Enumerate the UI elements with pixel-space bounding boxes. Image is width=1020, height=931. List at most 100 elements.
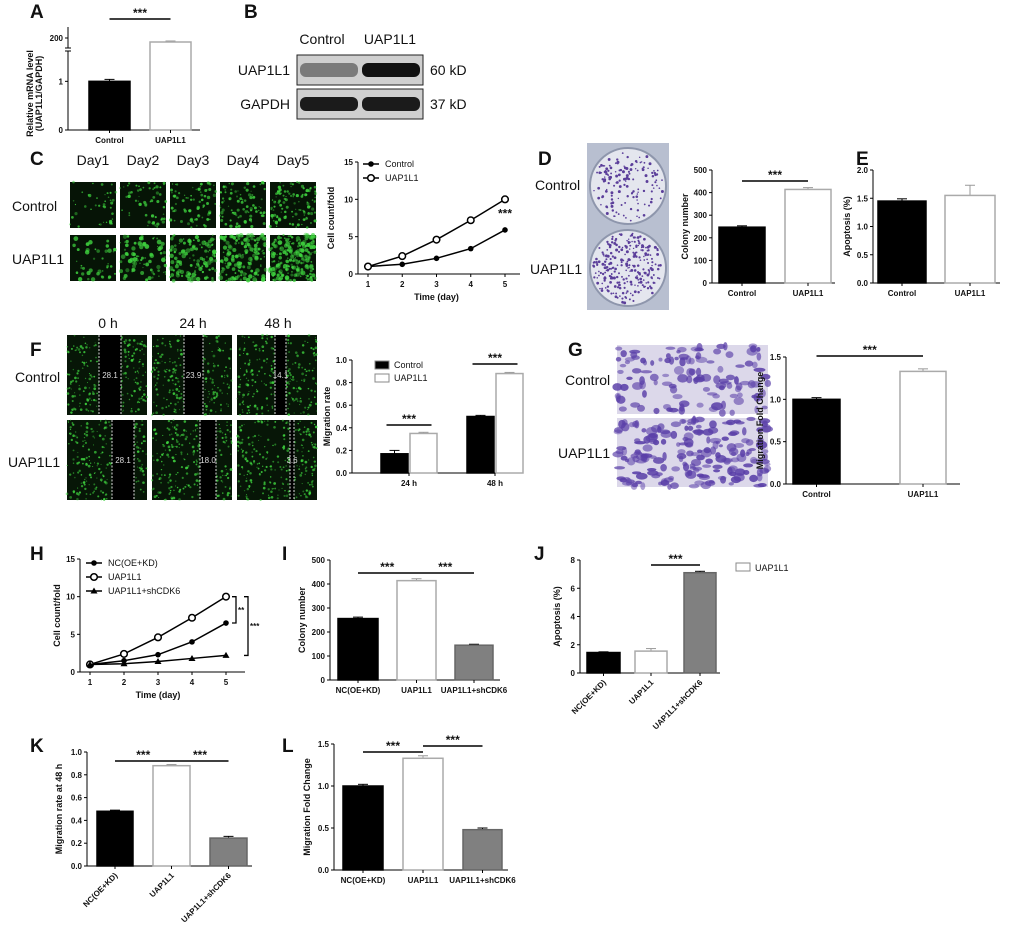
x-tick-label: UAP1L1+shCDK6 (180, 871, 234, 925)
colony-dot (593, 261, 596, 264)
cell-dot (242, 272, 247, 277)
cell-dot (141, 463, 144, 466)
y-tick-label: 1.0 (770, 395, 782, 404)
cell-dot (162, 434, 164, 436)
cell-dot (274, 487, 277, 490)
significance-label: *** (863, 343, 877, 357)
cell-dot (113, 247, 117, 252)
blot-band (300, 97, 358, 111)
cell-dot (122, 234, 128, 239)
colony-dot (643, 203, 646, 206)
cell-dot (274, 469, 276, 471)
cell-blob (677, 374, 689, 383)
cell-dot (81, 367, 84, 370)
cell-dot (252, 461, 256, 464)
y-tick-label: 15 (66, 555, 75, 564)
cell-blob (702, 386, 711, 392)
cell-dot (121, 365, 123, 367)
cell-dot (92, 392, 95, 396)
cell-dot (111, 198, 115, 202)
colony-dot (640, 289, 642, 292)
cell-blob (615, 346, 623, 351)
colony-dot (627, 267, 629, 269)
colony-dot (656, 169, 659, 172)
y-tick-label: 0 (321, 676, 326, 685)
cell-dot (211, 381, 214, 384)
cell-dot (295, 226, 297, 228)
cell-dot (169, 476, 171, 478)
cell-dot (278, 188, 282, 192)
cell-dot (165, 406, 168, 409)
cell-dot (86, 426, 89, 430)
cell-dot (175, 183, 179, 186)
cell-dot (285, 205, 289, 209)
cell-blob (696, 454, 705, 461)
cell-dot (192, 460, 196, 464)
cell-dot (253, 243, 258, 248)
cell-dot (230, 441, 233, 445)
cell-dot (216, 340, 219, 343)
colony-dot (626, 239, 628, 242)
cell-dot (241, 401, 244, 404)
x-tick-label: Control (802, 490, 830, 499)
cell-dot (175, 423, 179, 427)
cell-dot (142, 398, 145, 402)
cell-dot (222, 267, 226, 271)
cell-dot (79, 402, 81, 405)
cell-dot (245, 494, 248, 496)
colony-dot (643, 271, 646, 274)
cell-dot (304, 368, 306, 371)
cell-dot (152, 188, 154, 190)
cell-dot (135, 422, 138, 426)
cell-dot (211, 397, 213, 399)
colony-dot (596, 277, 599, 279)
cell-dot (269, 375, 272, 377)
cell-blob (756, 468, 763, 477)
cell-dot (262, 349, 265, 352)
cell-blob (688, 484, 700, 489)
data-point (432, 235, 441, 244)
cell-dot (287, 457, 290, 460)
cell-dot (306, 216, 308, 219)
cell-dot (172, 459, 176, 463)
cell-dot (176, 339, 180, 343)
colony-dot (623, 183, 626, 187)
cell-dot (260, 407, 263, 410)
cell-dot (287, 447, 290, 450)
cell-dot (221, 201, 224, 204)
cell-dot (97, 495, 100, 498)
cell-dot (261, 406, 264, 409)
cell-dot (229, 225, 231, 227)
cell-dot (94, 248, 97, 251)
cell-dot (222, 497, 226, 501)
colony-dot (607, 182, 610, 185)
cell-dot (139, 188, 142, 191)
cell-dot (255, 268, 260, 273)
colony-dot (630, 268, 634, 272)
cell-dot (230, 424, 232, 426)
cell-dot (187, 276, 192, 282)
cell-dot (267, 496, 271, 500)
cell-dot (275, 276, 280, 281)
cell-dot (272, 360, 275, 363)
cell-dot (81, 361, 84, 363)
cell-dot (103, 205, 107, 209)
cell-dot (186, 270, 190, 275)
cell-dot (224, 436, 228, 439)
colony-dot (641, 168, 645, 172)
cell-dot (237, 445, 239, 447)
cell-dot (227, 405, 229, 407)
y-tick-label: 2 (571, 641, 576, 650)
cell-dot (90, 277, 96, 282)
cell-dot (239, 347, 241, 349)
cell-dot (151, 479, 154, 482)
cell-dot (210, 398, 213, 401)
colony-dot (624, 244, 627, 248)
cell-dot (301, 366, 304, 369)
y-tick-label: 4 (571, 613, 576, 622)
colony-dot (616, 286, 620, 289)
cell-dot (314, 336, 316, 339)
cell-dot (260, 214, 264, 217)
cell-dot (138, 397, 141, 401)
cell-dot (236, 199, 240, 203)
